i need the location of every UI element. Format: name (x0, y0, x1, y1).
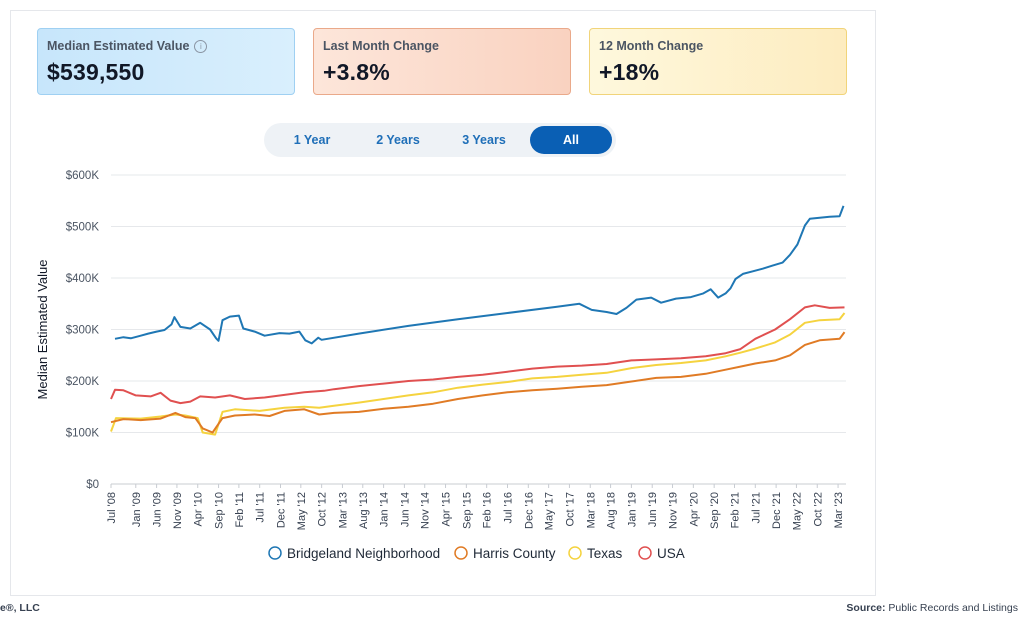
x-tick-label: Jul '11 (255, 492, 267, 523)
x-tick-label: Dec '16 (523, 492, 535, 529)
x-tick-label: Apr '20 (688, 492, 700, 527)
copyright-text: e®, LLC (0, 602, 40, 614)
x-tick-label: Jan '09 (131, 492, 143, 527)
y-tick-label: $400K (66, 273, 100, 285)
y-tick-label: $0 (86, 479, 99, 491)
last-month-change-value: +3.8% (323, 59, 390, 85)
twelve-month-change-label: 12 Month Change (599, 39, 704, 53)
x-tick-label: May '12 (296, 492, 308, 530)
x-tick-label: Mar '23 (833, 492, 845, 528)
x-tick-label: Jun '09 (152, 492, 164, 527)
x-tick-label: Sep '20 (709, 492, 721, 529)
series-line-harris-county (110, 331, 846, 434)
y-axis-title: Median Estimated Value (35, 260, 50, 400)
last-month-change-label: Last Month Change (323, 39, 439, 53)
x-tick-label: Jun '19 (647, 492, 659, 527)
x-tick-label: Jan '14 (379, 492, 391, 527)
tab-1-year[interactable]: 1 Year (293, 133, 331, 147)
series-line-bridgeland-neighborhood (114, 205, 845, 345)
x-tick-label: Jul '16 (502, 492, 514, 523)
source-line: Source: Public Records and Listings (846, 602, 1018, 614)
legend-label: USA (657, 546, 685, 561)
x-tick-label: Sep '10 (214, 492, 226, 529)
x-tick-label: Dec '21 (771, 492, 783, 529)
legend-marker (454, 546, 468, 560)
x-tick-label: Jul '21 (750, 492, 762, 523)
line-chart: $0 $100K $200K $300K $400K $500K $600K Jul '08 J… (35, 170, 846, 561)
last-month-change-card: Last Month Change +3.8% (313, 28, 571, 95)
series-line-usa (110, 304, 845, 405)
x-tick-label: Mar '13 (337, 492, 349, 528)
source-value: Public Records and Listings (888, 602, 1018, 614)
legend-label: Harris County (473, 546, 556, 561)
x-tick-label: Feb '11 (234, 492, 246, 528)
x-tick-label: Aug '13 (358, 492, 370, 529)
tab-2-years[interactable]: 2 Years (376, 133, 420, 147)
x-tick-label: Nov '14 (420, 492, 432, 529)
x-tick-label: Feb '16 (482, 492, 494, 528)
legend-marker (568, 546, 582, 560)
legend-marker (268, 546, 282, 560)
x-tick-label: Oct '12 (317, 492, 329, 527)
x-tick-label: Oct '22 (812, 492, 824, 527)
y-tick-label: $500K (66, 222, 100, 234)
x-tick-label: Sep '15 (461, 492, 473, 529)
x-tick-label: Jul '08 (106, 492, 118, 523)
twelve-month-change-value: +18% (599, 59, 660, 85)
x-tick-label: Aug '18 (606, 492, 618, 529)
x-tick-label: Feb '21 (729, 492, 741, 528)
x-tick-label: Nov '09 (172, 492, 184, 529)
tab-3-years[interactable]: 3 Years (462, 133, 506, 147)
y-tick-label: $200K (66, 376, 100, 388)
x-tick-label: Jan '19 (626, 492, 638, 527)
time-range-tabs: 1 Year 2 Years 3 Years All (264, 123, 616, 157)
x-tick-label: Apr '15 (441, 492, 453, 527)
x-tick-label: Dec '11 (276, 492, 288, 528)
median-value-card: Median Estimated Value i $539,550 (37, 28, 295, 95)
info-icon[interactable]: i (194, 39, 208, 53)
y-tick-label: $600K (66, 170, 100, 182)
median-value: $539,550 (47, 59, 145, 85)
tab-all[interactable]: All (530, 126, 612, 154)
median-value-label: Median Estimated Value (47, 39, 190, 53)
x-tick-label: Mar '18 (585, 492, 597, 528)
x-tick-label: May '17 (544, 492, 556, 530)
y-tick-label: $300K (66, 325, 100, 337)
legend-label: Bridgeland Neighborhood (287, 546, 440, 561)
x-tick-label: Oct '17 (564, 492, 576, 527)
source-label: Source: (846, 602, 886, 614)
chart-panel (10, 10, 876, 596)
y-tick-label: $100K (66, 428, 100, 440)
x-tick-label: Jun '14 (399, 492, 411, 527)
legend-marker (638, 546, 652, 560)
x-tick-label: May '22 (791, 492, 803, 530)
x-tick-label: Apr '10 (193, 492, 205, 527)
x-tick-label: Nov '19 (668, 492, 680, 529)
twelve-month-change-card: 12 Month Change +18% (589, 28, 847, 95)
legend-label: Texas (587, 546, 623, 561)
